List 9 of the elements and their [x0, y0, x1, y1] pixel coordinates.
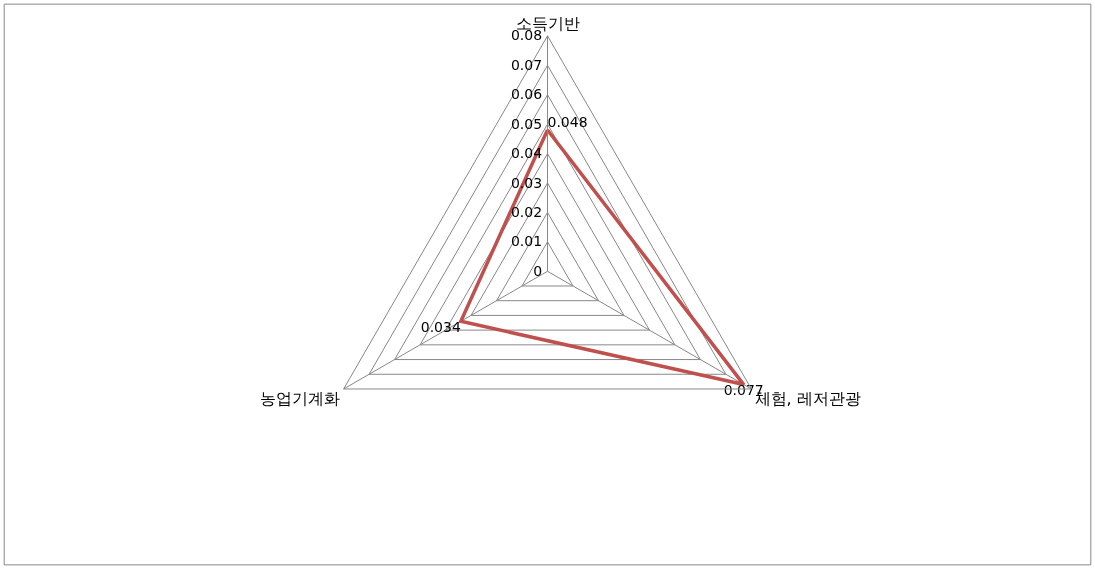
spoke-label: 농업기계화 [260, 388, 341, 408]
data-label: 0.048 [547, 113, 588, 130]
data-label: 0.034 [420, 318, 461, 335]
y-tick-label: 0 [533, 262, 543, 279]
y-tick-label: 0.02 [510, 203, 543, 220]
y-tick-label: 0.06 [510, 86, 543, 103]
y-tick-label: 0.01 [510, 233, 543, 250]
y-tick-label: 0.05 [510, 115, 543, 132]
y-tick-label: 0.07 [510, 56, 543, 73]
